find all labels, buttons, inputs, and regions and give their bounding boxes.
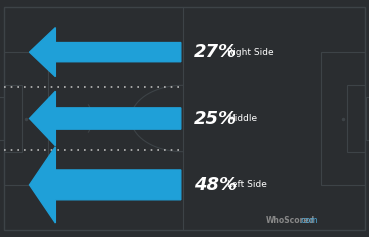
Bar <box>321 52 365 185</box>
Text: Middle: Middle <box>227 114 257 123</box>
Text: 48%: 48% <box>194 176 237 194</box>
Text: 27%: 27% <box>194 43 237 61</box>
Text: .com: .com <box>299 216 317 225</box>
Text: WhoScored: WhoScored <box>266 216 315 225</box>
Bar <box>4 85 22 152</box>
Bar <box>347 85 365 152</box>
Text: Left Side: Left Side <box>227 180 267 189</box>
Bar <box>0 97 4 140</box>
Text: Right Side: Right Side <box>227 48 273 57</box>
FancyArrow shape <box>30 147 181 223</box>
FancyArrow shape <box>30 91 181 146</box>
Bar <box>4 52 48 185</box>
FancyArrow shape <box>30 27 181 77</box>
Text: 25%: 25% <box>194 109 237 128</box>
Bar <box>366 97 369 140</box>
